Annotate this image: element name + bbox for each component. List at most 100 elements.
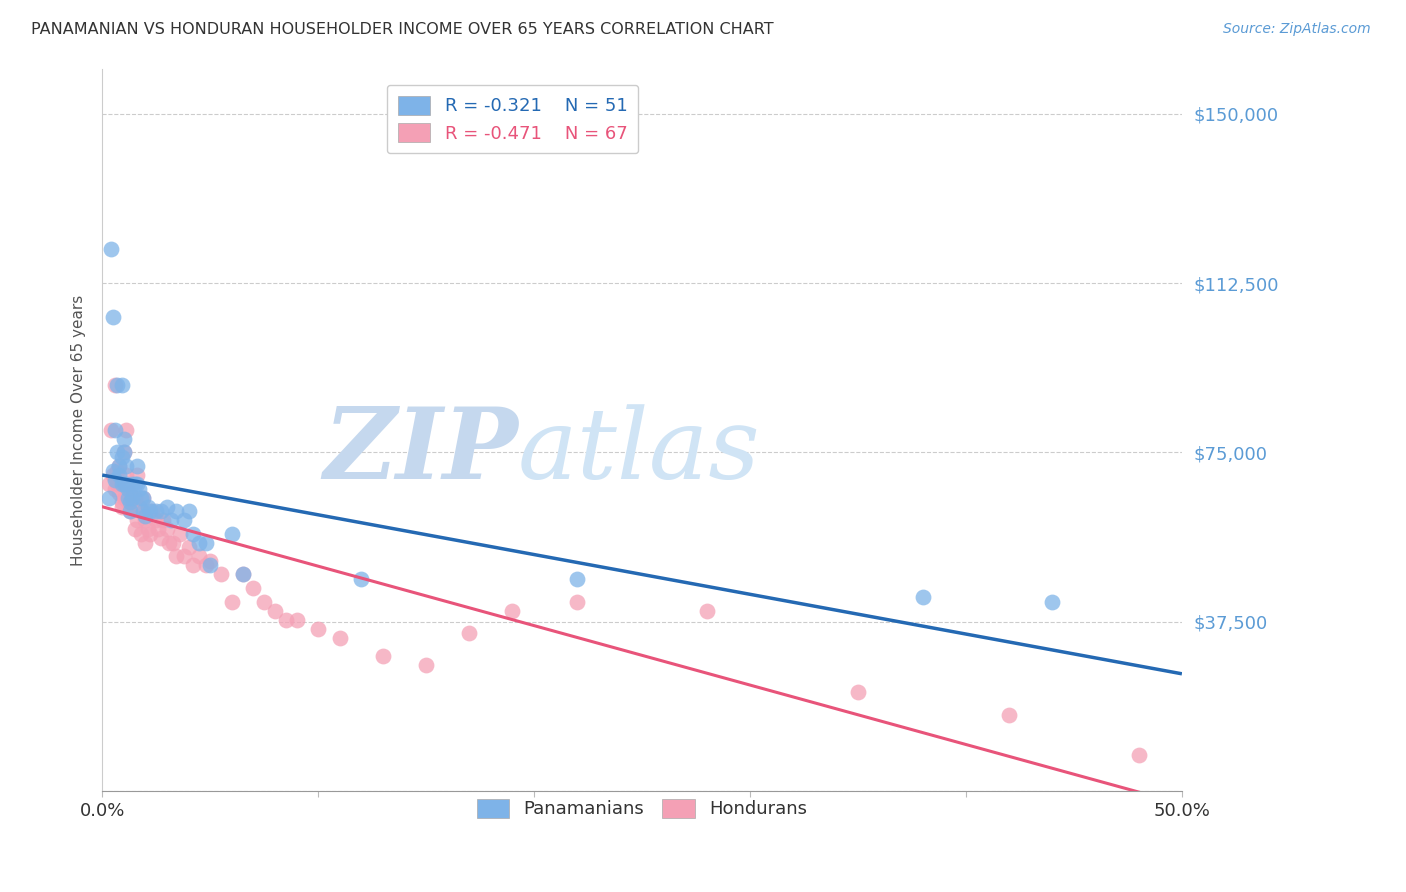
Point [998,707,1021,722]
Text: Source: ZipAtlas.com: Source: ZipAtlas.com [1223,22,1371,37]
Point [329,631,352,645]
Point [177,504,200,518]
Point [156,522,179,536]
Point [111,495,134,509]
Point [173,513,195,527]
Point [567,594,589,608]
Point [125,477,148,491]
Point [105,445,128,459]
Point [162,536,184,550]
Point [134,513,156,527]
Point [232,567,254,582]
Point [100,242,122,256]
Point [132,504,155,518]
Point [124,477,146,491]
Point [97,491,120,505]
Point [149,532,172,546]
Point [112,491,135,505]
Point [112,445,135,459]
Point [105,464,128,478]
Point [132,491,155,505]
Point [165,549,187,564]
Point [1128,748,1150,763]
Point [911,590,934,604]
Point [160,513,183,527]
Point [100,423,122,437]
Point [149,504,172,518]
Point [129,491,152,505]
Point [415,657,437,672]
Point [111,377,134,392]
Point [194,558,217,573]
Point [285,613,308,627]
Point [115,458,138,473]
Point [169,526,191,541]
Point [177,541,200,555]
Point [117,495,139,509]
Y-axis label: Householder Income Over 65 years: Householder Income Over 65 years [72,294,86,566]
Point [104,423,127,437]
Point [104,377,127,392]
Point [194,536,217,550]
Point [242,581,264,595]
Point [117,477,139,491]
Point [111,500,134,514]
Point [108,458,131,473]
Point [129,504,152,518]
Point [97,477,120,491]
Point [188,549,211,564]
Point [264,604,287,618]
Point [157,536,180,550]
Point [145,504,167,518]
Point [141,504,163,518]
Point [152,513,174,527]
Point [125,458,148,473]
Point [221,594,243,608]
Point [112,477,135,491]
Point [124,491,146,505]
Point [125,468,148,483]
Point [121,477,143,491]
Point [115,468,138,483]
Point [145,513,167,527]
Point [198,558,221,573]
Point [181,558,204,573]
Point [173,549,195,564]
Point [124,522,146,536]
Point [101,464,124,478]
Point [120,504,142,518]
Point [108,468,131,483]
Point [138,526,160,541]
Point [105,377,128,392]
Point [112,445,135,459]
Point [108,486,131,500]
Point [181,526,204,541]
Text: atlas: atlas [517,404,761,500]
Point [209,567,232,582]
Point [253,594,276,608]
Point [1040,594,1063,608]
Text: ZIP: ZIP [323,403,517,500]
Point [111,450,134,464]
Point [134,508,156,523]
Point [165,504,187,518]
Point [458,626,481,640]
Point [104,473,127,487]
Text: PANAMANIAN VS HONDURAN HOUSEHOLDER INCOME OVER 65 YEARS CORRELATION CHART: PANAMANIAN VS HONDURAN HOUSEHOLDER INCOM… [31,22,773,37]
Legend: Panamanians, Hondurans: Panamanians, Hondurans [470,791,814,826]
Point [108,458,131,473]
Point [125,513,148,527]
Point [307,622,329,636]
Point [371,648,394,663]
Point [221,526,243,541]
Point [115,477,138,491]
Point [232,567,254,582]
Point [846,685,869,699]
Point [132,491,155,505]
Point [121,491,143,505]
Point [121,500,143,514]
Point [134,536,156,550]
Point [274,613,297,627]
Point [136,522,159,536]
Point [148,522,170,536]
